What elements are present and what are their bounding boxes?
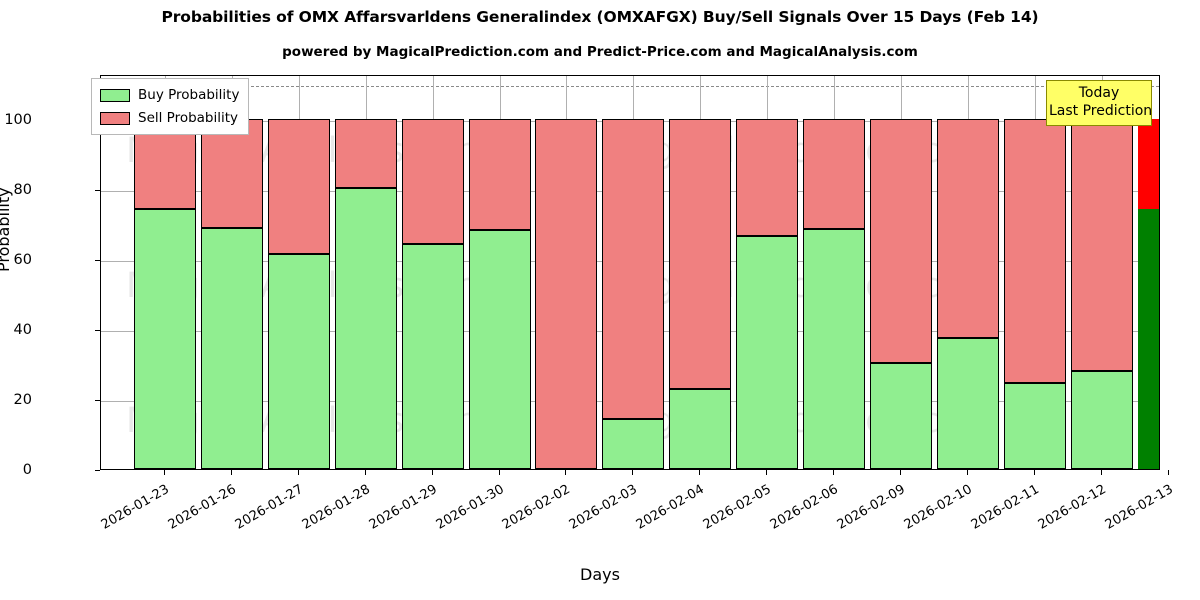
x-tick-mark (632, 470, 634, 475)
bar-segment-sell (602, 119, 665, 420)
bar-segment-sell (869, 119, 932, 364)
bar-stacked[interactable] (1070, 76, 1133, 469)
x-tick-mark (498, 470, 500, 475)
y-tick-label: 40 (13, 322, 32, 339)
y-tick-label: 60 (13, 252, 32, 269)
bar-segment-buy (936, 337, 999, 469)
bar-segment-sell (401, 119, 464, 244)
legend-item-buy: Buy Probability (100, 85, 239, 105)
bar-stacked[interactable] (401, 76, 464, 469)
x-tick-mark (230, 470, 232, 475)
legend-label-buy: Buy Probability (138, 87, 240, 103)
bar-segment-buy (267, 254, 330, 469)
bar-stacked[interactable] (334, 76, 397, 469)
bar-segment-buy (869, 363, 932, 469)
legend: Buy Probability Sell Probability (91, 78, 250, 135)
legend-label-sell: Sell Probability (138, 110, 239, 126)
today-callout-line2: Last Prediction (1049, 102, 1153, 119)
x-tick-mark (766, 470, 768, 475)
today-callout-line1: Today (1078, 85, 1120, 101)
bar-segment-sell (1137, 119, 1159, 209)
bar-segment-buy (134, 208, 196, 469)
x-tick-mark (565, 470, 567, 475)
legend-item-sell: Sell Probability (100, 108, 239, 128)
x-axis-label: Days (580, 565, 620, 584)
y-tick-mark (95, 330, 100, 332)
bar-stacked[interactable] (602, 76, 665, 469)
bar-segment-buy (669, 388, 732, 469)
bar-segment-buy (1137, 208, 1159, 469)
bar-segment-buy (401, 243, 464, 469)
x-tick-mark (833, 470, 834, 475)
y-tick-label: 100 (4, 112, 32, 129)
bar-segment-buy (602, 419, 665, 469)
bar-stacked[interactable] (936, 76, 999, 469)
x-tick-mark (966, 470, 968, 475)
bar-stacked[interactable] (468, 76, 531, 469)
bar-stacked[interactable] (669, 76, 732, 469)
bar-segment-sell (535, 119, 598, 469)
bar-segment-sell (200, 119, 263, 228)
bar-segment-sell (1070, 119, 1133, 372)
bar-segment-buy (803, 228, 865, 469)
x-tick-mark (1167, 470, 1169, 475)
bar-segment-sell (267, 119, 330, 255)
bar-stacked[interactable] (200, 76, 263, 469)
bar-segment-sell (468, 119, 531, 230)
x-tick-mark (1033, 470, 1035, 475)
bar-stacked[interactable] (736, 76, 799, 469)
bar-today[interactable] (1137, 76, 1159, 469)
y-tick-label: 20 (13, 392, 32, 409)
y-tick-label: 80 (13, 182, 32, 199)
bar-stacked[interactable] (1003, 76, 1066, 469)
bar-segment-buy (468, 229, 531, 469)
bar-stacked[interactable] (869, 76, 932, 469)
bar-segment-buy (334, 187, 397, 469)
y-axis-label: Probability (0, 187, 13, 272)
x-tick-mark (297, 470, 299, 475)
plot-inner: MagicalAnalysis.comMagicalPrediction.com… (101, 76, 1159, 469)
plot-area: MagicalAnalysis.comMagicalPrediction.com… (100, 75, 1160, 470)
bar-stacked[interactable] (535, 76, 598, 469)
x-tick-mark (431, 470, 433, 475)
today-callout: Today Last Prediction (1046, 80, 1152, 126)
page-title: Probabilities of OMX Affarsvarldens Gene… (161, 8, 1039, 26)
bar-segment-sell (1003, 119, 1066, 384)
y-tick-mark (95, 190, 100, 192)
reference-line (101, 86, 1159, 88)
y-tick-mark (95, 260, 100, 262)
bar-segment-sell (936, 119, 999, 338)
y-tick-label: 0 (22, 462, 32, 478)
x-tick-mark (164, 470, 165, 475)
chart-subtitle: powered by MagicalPrediction.com and Pre… (282, 44, 918, 60)
x-tick-mark (899, 470, 901, 475)
bar-segment-buy (1003, 383, 1066, 469)
bar-segment-buy (736, 235, 799, 469)
bar-segment-buy (200, 227, 263, 469)
y-tick-mark (95, 470, 100, 471)
bar-segment-sell (669, 119, 732, 389)
legend-swatch-buy (100, 88, 130, 102)
legend-swatch-sell (100, 111, 130, 125)
bar-segment-sell (803, 119, 865, 229)
x-tick-mark (699, 470, 701, 475)
bar-segment-sell (736, 119, 799, 236)
bar-stacked[interactable] (267, 76, 330, 469)
y-tick-mark (95, 400, 100, 402)
bar-segment-buy (1070, 371, 1133, 469)
x-tick-mark (1100, 470, 1102, 475)
x-tick-mark (364, 470, 366, 475)
bar-stacked[interactable] (803, 76, 865, 469)
bar-segment-sell (334, 119, 397, 188)
